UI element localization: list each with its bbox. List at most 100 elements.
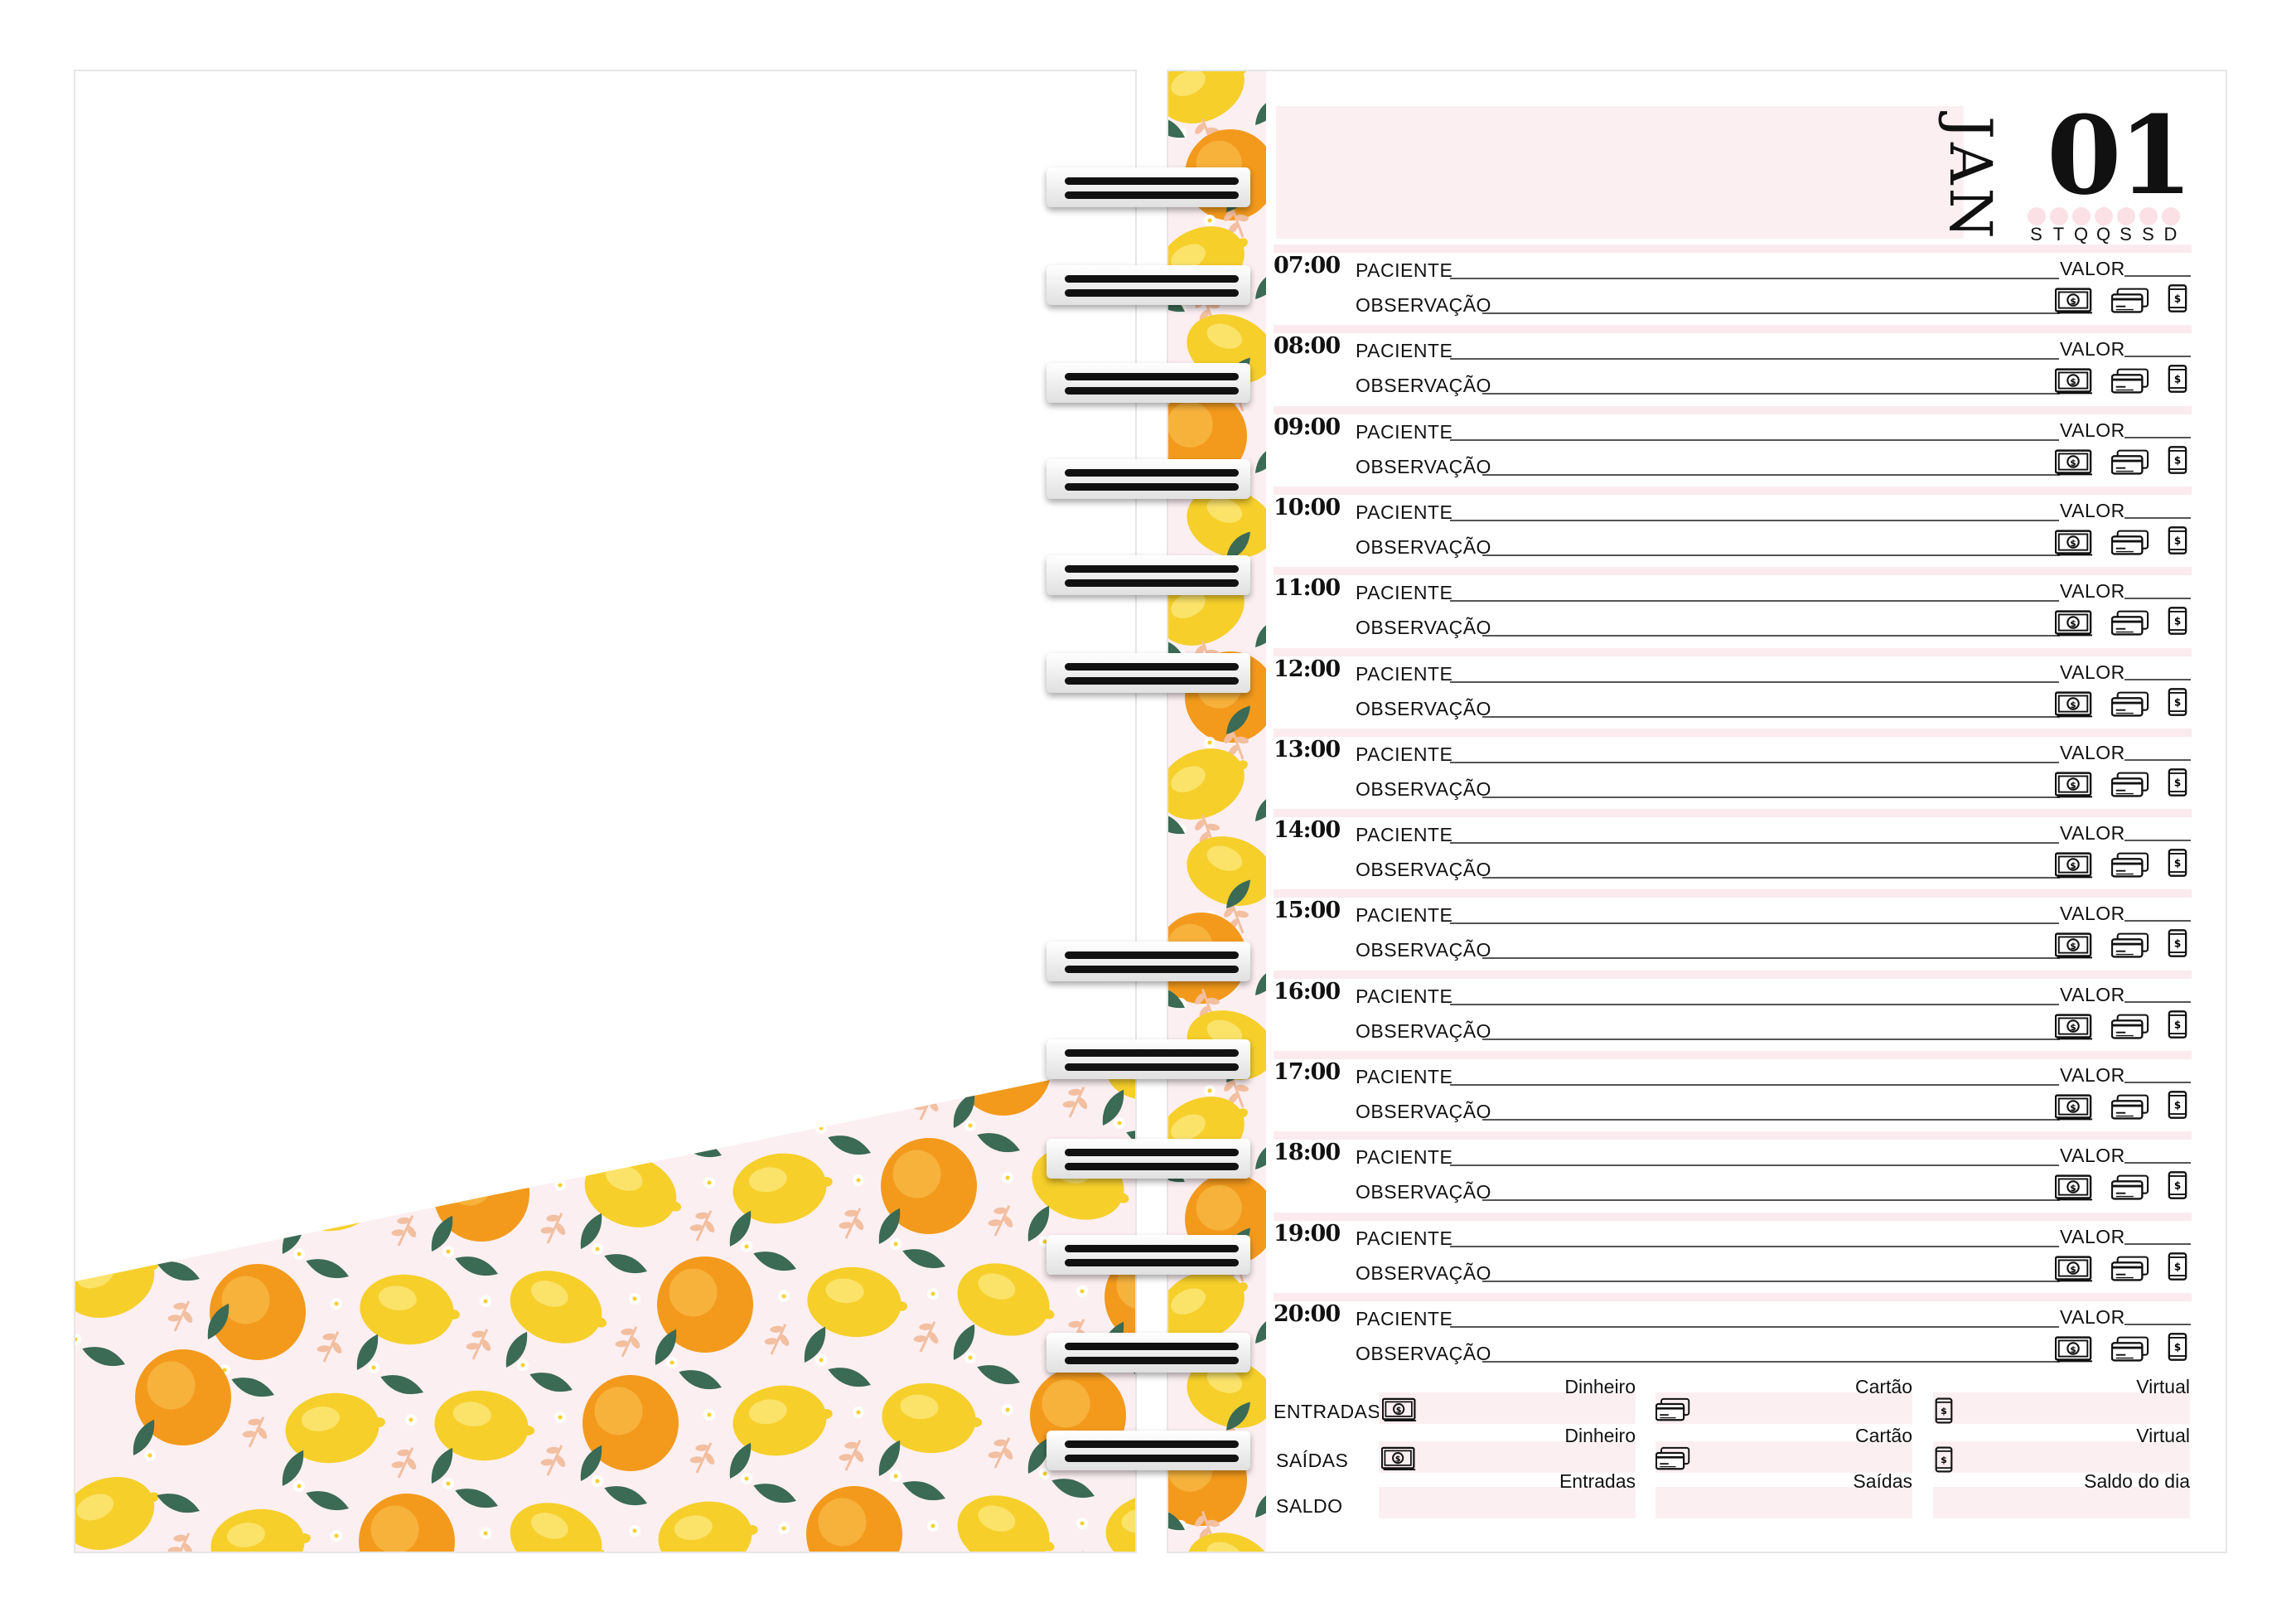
phone-payment-icon[interactable]: $	[2168, 526, 2187, 559]
summary-field[interactable]	[1933, 1487, 2190, 1518]
patient-field[interactable]	[1450, 438, 2059, 441]
note-field[interactable]	[1482, 796, 2060, 798]
value-field[interactable]	[2124, 1000, 2191, 1003]
phone-payment-icon[interactable]: $	[2168, 284, 2187, 317]
card-icon[interactable]	[2110, 530, 2149, 560]
cash-icon[interactable]: $	[2054, 1094, 2093, 1125]
summary-field[interactable]	[1379, 1441, 1636, 1473]
patient-field[interactable]	[1450, 278, 2059, 279]
card-icon[interactable]	[2110, 288, 2149, 318]
phone-payment-icon[interactable]: $	[2168, 445, 2187, 478]
value-field[interactable]	[2124, 758, 2191, 761]
note-field[interactable]	[1482, 635, 2060, 637]
patient-field[interactable]	[1450, 761, 2059, 763]
card-icon[interactable]	[2110, 932, 2149, 963]
note-field[interactable]	[1482, 554, 2060, 556]
cash-icon[interactable]: $	[2054, 610, 2093, 641]
note-field[interactable]	[1482, 1199, 2060, 1202]
cash-icon[interactable]: $	[2054, 449, 2093, 480]
cash-icon[interactable]: $	[2054, 288, 2093, 318]
patient-field[interactable]	[1450, 519, 2059, 521]
weekday-dot[interactable]	[2162, 207, 2180, 225]
summary-field[interactable]	[1656, 1392, 1912, 1424]
value-field[interactable]	[2124, 516, 2191, 519]
note-field[interactable]	[1482, 1280, 2060, 1282]
value-field[interactable]	[2124, 840, 2191, 842]
cash-icon[interactable]: $	[2054, 1014, 2093, 1044]
patient-field[interactable]	[1450, 922, 2059, 925]
cash-icon[interactable]: $	[2054, 530, 2093, 560]
card-icon[interactable]	[2110, 772, 2149, 802]
card-icon[interactable]	[2110, 368, 2149, 399]
card-icon[interactable]	[2110, 1094, 2149, 1125]
patient-field[interactable]	[1450, 1164, 2059, 1167]
patient-field[interactable]	[1450, 358, 2059, 361]
summary-field[interactable]	[1933, 1441, 2190, 1473]
note-field[interactable]	[1482, 957, 2060, 960]
note-field[interactable]	[1482, 473, 2060, 476]
value-field[interactable]	[2124, 678, 2191, 680]
weekday-dot[interactable]	[2050, 207, 2068, 225]
patient-field[interactable]	[1450, 1325, 2059, 1328]
cash-icon[interactable]: $	[2054, 932, 2093, 963]
weekday-dot[interactable]	[2139, 207, 2158, 225]
phone-payment-icon[interactable]: $	[2168, 607, 2187, 639]
cash-icon[interactable]: $	[2054, 772, 2093, 802]
patient-field[interactable]	[1450, 600, 2059, 603]
summary-field[interactable]	[1379, 1487, 1636, 1518]
card-icon[interactable]	[2110, 1256, 2149, 1286]
patient-field[interactable]	[1450, 1003, 2059, 1005]
value-field[interactable]	[2124, 436, 2191, 438]
phone-payment-icon[interactable]: $	[2168, 929, 2187, 961]
card-icon[interactable]	[2110, 1336, 2149, 1367]
summary-field[interactable]	[1933, 1392, 2190, 1424]
card-icon[interactable]	[2110, 691, 2149, 722]
value-field[interactable]	[2124, 1082, 2191, 1083]
value-field[interactable]	[2124, 598, 2191, 600]
value-field[interactable]	[2124, 1242, 2191, 1245]
note-field[interactable]	[1482, 393, 2060, 395]
note-field[interactable]	[1482, 877, 2060, 879]
card-icon[interactable]	[2110, 852, 2149, 883]
card-icon[interactable]	[2110, 1174, 2149, 1205]
value-field[interactable]	[2124, 1323, 2191, 1325]
note-field[interactable]	[1482, 312, 2060, 314]
card-icon[interactable]	[2110, 610, 2149, 641]
patient-field[interactable]	[1450, 680, 2059, 683]
phone-payment-icon[interactable]: $	[2168, 1333, 2187, 1365]
weekday-dot[interactable]	[2028, 207, 2046, 225]
note-field[interactable]	[1482, 1038, 2060, 1040]
cash-icon[interactable]: $	[2054, 368, 2093, 399]
cash-icon[interactable]: $	[2054, 1174, 2093, 1205]
patient-field[interactable]	[1450, 1084, 2059, 1086]
value-field[interactable]	[2124, 1162, 2191, 1164]
phone-payment-icon[interactable]: $	[2168, 365, 2187, 397]
weekday-dot[interactable]	[2095, 207, 2113, 225]
card-icon[interactable]	[2110, 449, 2149, 480]
weekday-dot[interactable]	[2072, 207, 2091, 225]
value-field[interactable]	[2124, 356, 2191, 358]
note-field[interactable]	[1482, 715, 2060, 718]
cash-icon[interactable]: $	[2054, 1336, 2093, 1367]
summary-field[interactable]	[1656, 1441, 1912, 1473]
summary-field[interactable]	[1379, 1392, 1636, 1424]
cash-icon[interactable]: $	[2054, 690, 2093, 722]
summary-field[interactable]	[1656, 1487, 1912, 1518]
patient-field[interactable]	[1450, 1245, 2059, 1247]
phone-payment-icon[interactable]: $	[2168, 1091, 2187, 1123]
card-icon[interactable]	[2110, 1014, 2149, 1044]
phone-payment-icon[interactable]: $	[2168, 1010, 2187, 1043]
note-field[interactable]	[1482, 1360, 2060, 1363]
phone-payment-icon[interactable]: $	[2168, 687, 2187, 720]
value-field[interactable]	[2124, 920, 2191, 922]
note-field[interactable]	[1482, 1119, 2060, 1121]
phone-payment-icon[interactable]: $	[2168, 1171, 2187, 1203]
value-field[interactable]	[2124, 275, 2191, 277]
cash-icon[interactable]: $	[2054, 1256, 2093, 1286]
cash-icon[interactable]: $	[2054, 852, 2093, 883]
phone-payment-icon[interactable]: $	[2168, 849, 2187, 881]
phone-payment-icon[interactable]: $	[2168, 767, 2187, 801]
weekday-dot[interactable]	[2117, 207, 2135, 225]
phone-payment-icon[interactable]: $	[2168, 1252, 2187, 1285]
day-notes-box[interactable]	[1276, 106, 1964, 239]
